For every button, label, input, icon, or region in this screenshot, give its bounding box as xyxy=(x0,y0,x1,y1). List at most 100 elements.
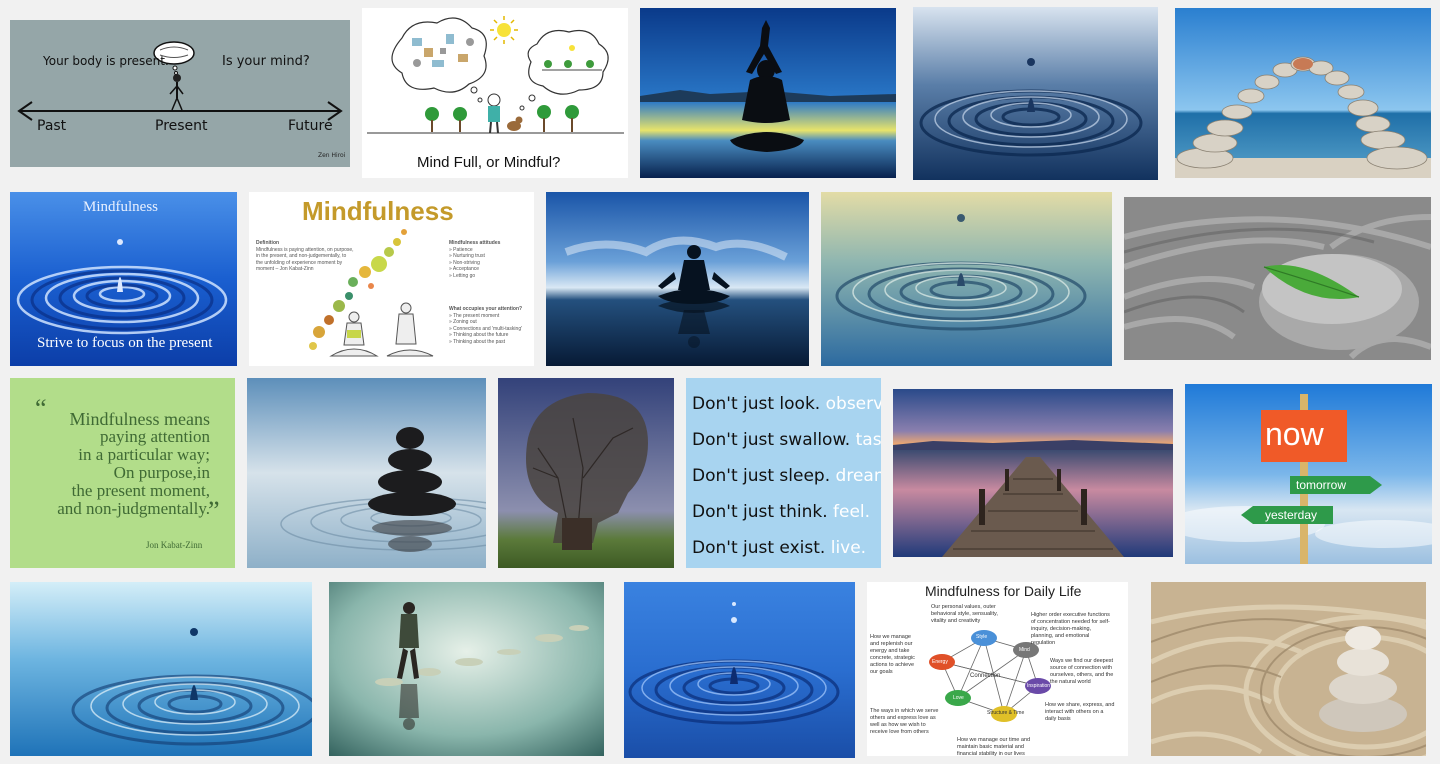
image-tile-now-sign[interactable]: now tomorrow yesterday xyxy=(1185,384,1432,564)
note-line: Ways we find our deepest xyxy=(1050,658,1114,664)
note-line: others and express love as xyxy=(870,715,936,721)
dont-just-line: Don't just swallow. taste. xyxy=(692,422,881,458)
image-tile-pier-sunset[interactable] xyxy=(893,389,1173,557)
image-tile-dont-just[interactable]: Don't just look. observe. Don't just swa… xyxy=(686,378,881,568)
note-line: energy and take xyxy=(870,648,910,654)
node-style: Style xyxy=(976,634,988,640)
definition-line: moment – Jon Kabat-Zinn xyxy=(256,266,314,272)
image-tile-ripple-mindfulness[interactable]: Mindfulness Strive to focus on the prese… xyxy=(10,192,237,366)
note-line: regulation xyxy=(1031,640,1056,646)
ripple-subtitle: Strive to focus on the present xyxy=(37,335,213,351)
dont-just-accent: dream. xyxy=(835,466,881,486)
note-line: How we share, express, and xyxy=(1045,702,1115,708)
zen-sand-stones-photo xyxy=(1151,582,1426,756)
note-energy: How we manage and replenish our energy a… xyxy=(870,634,915,676)
signature: Zen Hiroi xyxy=(318,152,346,159)
note-line: The ways in which we serve xyxy=(870,708,939,714)
image-tile-water-drop-4[interactable] xyxy=(624,582,855,758)
node-love: Love xyxy=(953,695,964,701)
definition-line: Mindfulness is paying attention, on purp… xyxy=(256,246,354,253)
now-sign-photo xyxy=(1185,384,1432,564)
daily-life-title: Mindfulness for Daily Life xyxy=(925,583,1082,599)
caption-mind-full: Mind Full, or Mindful? xyxy=(417,154,561,171)
note-line: receive love from others xyxy=(870,729,929,735)
note-line: of concentration needed for self- xyxy=(1031,619,1110,625)
image-tile-kabat-zinn-quote[interactable]: “ Mindfulness means paying attention in … xyxy=(10,378,235,568)
dont-just-prefix: Don't just look. xyxy=(692,394,821,414)
tomorrow-arrow-label: tomorrow xyxy=(1296,478,1347,492)
quote-line: in a particular way; xyxy=(78,445,210,464)
quote-line: Mindfulness means xyxy=(69,409,210,429)
occupies-heading: What occupies your attention? xyxy=(449,306,523,312)
definition-block: Definition Mindfulness is paying attenti… xyxy=(256,240,376,273)
ripple-title: Mindfulness xyxy=(83,199,158,215)
meditation-reflection-photo xyxy=(546,192,809,366)
dont-just-prefix: Don't just exist. xyxy=(692,538,826,558)
attitude-item: » Non-striving xyxy=(449,259,480,266)
note-line: How we manage xyxy=(870,634,911,640)
occupies-item: » Zoning out xyxy=(449,319,477,325)
definition-heading: Definition xyxy=(256,240,280,246)
note-line: maintain basic material and xyxy=(957,744,1024,750)
image-tile-water-drop-3[interactable] xyxy=(10,582,312,756)
node-mind: Mind xyxy=(1019,647,1030,653)
note-line: ourselves, others, and the xyxy=(1050,672,1114,678)
image-tile-balanced-stones[interactable] xyxy=(247,378,486,568)
image-tile-tree-head[interactable] xyxy=(498,378,674,568)
note-line: How we manage our time and xyxy=(957,737,1031,743)
dont-just-prefix: Don't just think. xyxy=(692,502,828,522)
yesterday-arrow-label: yesterday xyxy=(1265,508,1318,522)
quote-line: paying attention xyxy=(99,427,210,446)
daily-life-network-diagram xyxy=(929,630,1051,722)
quote-text: Mindfulness means paying attention in a … xyxy=(10,410,210,518)
note-line: source of connection with xyxy=(1050,665,1113,671)
image-tile-water-drop-2[interactable] xyxy=(821,192,1112,366)
dont-just-line: Don't just exist. live. xyxy=(692,530,881,566)
dont-just-accent: taste. xyxy=(855,430,881,450)
image-tile-mindfulness-infographic[interactable]: Mindfulness Definition Mindfulness is pa… xyxy=(249,192,534,366)
attitudes-block: Mindfulness attitudes » Patience » Nurtu… xyxy=(449,240,533,279)
infographic-dots-and-figures xyxy=(309,229,434,357)
occupies-item: » The present moment xyxy=(449,312,500,319)
label-past: Past xyxy=(37,118,67,134)
now-sign-label: now xyxy=(1265,416,1324,452)
image-tile-mind-full[interactable]: Mind Full, or Mindful? xyxy=(362,8,628,178)
definition-line: in the present, and non-judgementally, t… xyxy=(256,253,347,259)
attitude-item: » Nurturing trust xyxy=(449,253,485,259)
quote-line: On purpose,in xyxy=(113,463,210,482)
note-line: and replenish our xyxy=(870,641,913,647)
ripple-photo xyxy=(10,192,237,366)
dont-just-accent: live. xyxy=(830,538,867,558)
quote-line: the present moment, xyxy=(71,481,210,500)
water-drop-photo-2 xyxy=(821,192,1112,366)
note-executive: Higher order executive functions of conc… xyxy=(1031,612,1110,647)
note-line: our goals xyxy=(870,669,893,675)
dont-just-prefix: Don't just swallow. xyxy=(692,430,851,450)
image-tile-zen-sand-stones[interactable] xyxy=(1151,582,1426,756)
image-tile-water-drop-1[interactable] xyxy=(913,7,1158,180)
image-tile-daily-life[interactable]: Mindfulness for Daily Life Style Mind En… xyxy=(867,582,1128,756)
occupies-item: » Connections and 'multi-tasking' xyxy=(449,325,523,332)
mind-full-illustration xyxy=(367,16,624,134)
dont-just-line: Don't just sleep. dream. xyxy=(692,458,881,494)
image-tile-body-present[interactable]: Your body is present. Is your mind? Past… xyxy=(10,20,350,167)
body-present-illustration xyxy=(17,41,343,121)
label-future: Future xyxy=(288,118,333,134)
image-tile-meditation-reflection[interactable] xyxy=(546,192,809,366)
occupies-block: What occupies your attention? » The pres… xyxy=(449,306,533,345)
image-tile-meditation-sunset[interactable] xyxy=(640,8,896,178)
image-tile-stone-arch[interactable] xyxy=(1175,8,1431,178)
occupies-item: » Thinking about the past xyxy=(449,338,506,345)
water-drop-photo-3 xyxy=(10,582,312,756)
image-tile-zen-stone-leaf[interactable] xyxy=(1124,197,1431,360)
stone-arch-photo xyxy=(1175,8,1431,178)
note-connection: Ways we find our deepest source of conne… xyxy=(1050,658,1113,686)
dont-just-accent: observe. xyxy=(825,394,881,414)
dont-just-line: Don't just think. feel. xyxy=(692,494,881,530)
water-drop-photo-4 xyxy=(624,582,855,758)
caption-body-present: Your body is present. xyxy=(43,54,169,68)
image-tile-walking-stones[interactable] xyxy=(329,582,604,756)
note-share: How we share, express, and interact with… xyxy=(1045,702,1114,723)
note-line: financial stability in our lives xyxy=(957,751,1025,756)
note-values: Our personal values, outer behavioral st… xyxy=(931,604,998,625)
